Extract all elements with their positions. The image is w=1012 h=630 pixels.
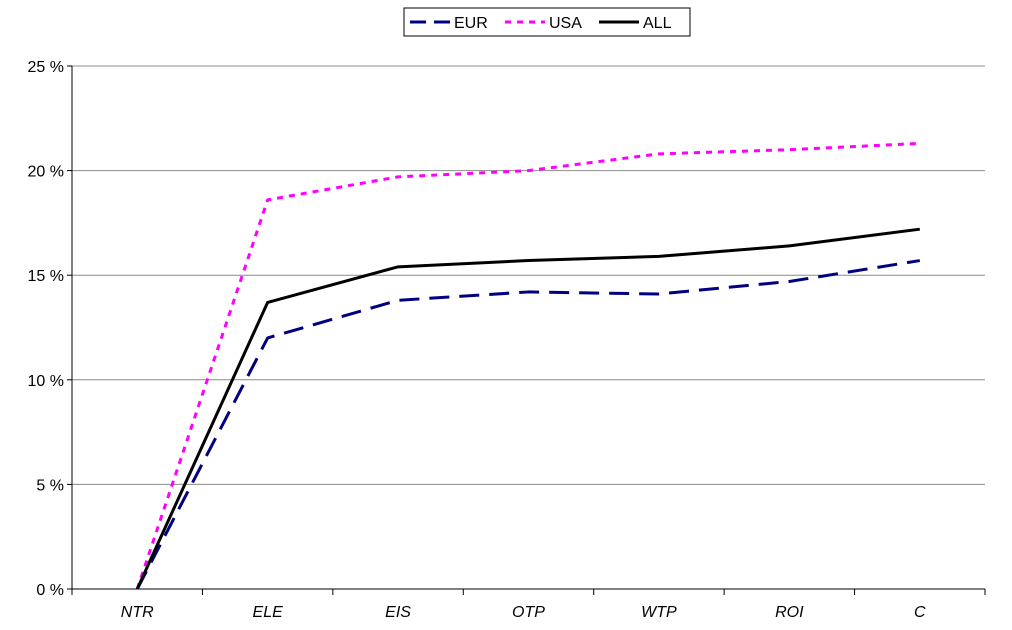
legend-label-eur: EUR (454, 15, 488, 32)
legend-label-all: ALL (643, 15, 672, 32)
x-tick-label: WTP (641, 604, 677, 621)
series-line-all (135, 227, 920, 590)
y-tick-label: 25 % (28, 59, 64, 76)
y-tick-label: 20 % (28, 164, 64, 181)
legend-box (403, 7, 691, 37)
x-tick-label: C (914, 604, 926, 621)
x-tick-label: ROI (775, 604, 804, 621)
x-tick-label: ELE (253, 604, 284, 621)
x-tick-label: NTR (121, 604, 154, 621)
legend-label-usa: USA (549, 15, 582, 32)
series-layer (135, 141, 921, 590)
axis-layer: 0 % 5 % 10 % 15 % 20 % 25 % NTR ELE EIS OTP WTP ROI… (28, 59, 986, 621)
series-line-eur (135, 259, 921, 590)
series-line-usa (135, 141, 920, 590)
x-tick-label: OTP (512, 604, 545, 621)
grid-layer (72, 65, 985, 485)
y-tick-label: 0 % (36, 582, 64, 599)
x-tick-label: EIS (385, 604, 411, 621)
y-tick-label: 5 % (36, 477, 64, 494)
legend: EUR USA ALL (403, 7, 691, 37)
y-tick-label: 15 % (28, 268, 64, 285)
y-tick-label: 10 % (28, 373, 64, 390)
